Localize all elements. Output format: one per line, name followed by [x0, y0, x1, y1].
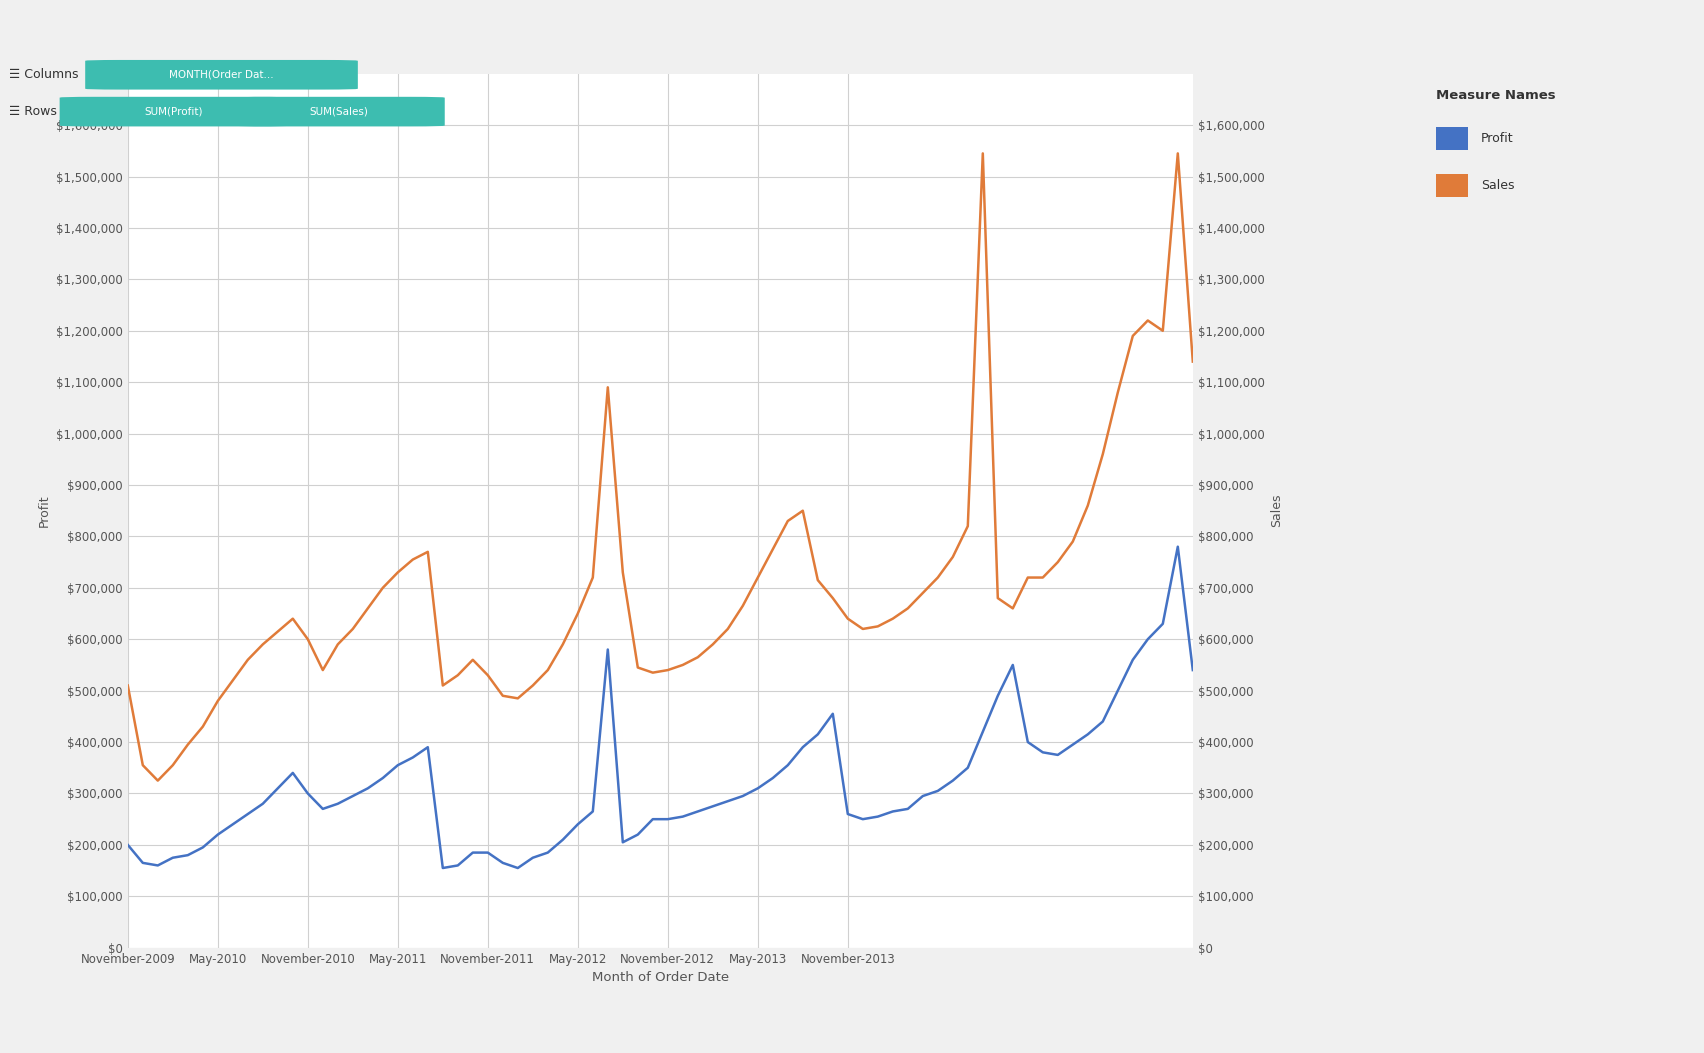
FancyBboxPatch shape — [235, 97, 445, 126]
X-axis label: Month of Order Date: Month of Order Date — [591, 971, 729, 985]
Y-axis label: Sales: Sales — [1269, 494, 1283, 528]
FancyBboxPatch shape — [85, 60, 358, 90]
Text: Profit: Profit — [1481, 132, 1513, 144]
FancyBboxPatch shape — [1436, 126, 1467, 150]
FancyBboxPatch shape — [1436, 174, 1467, 197]
Text: ☰ Rows: ☰ Rows — [9, 105, 56, 118]
Text: MONTH(Order Dat...: MONTH(Order Dat... — [169, 69, 274, 80]
Text: ☰ Columns: ☰ Columns — [9, 68, 78, 81]
Text: SUM(Profit): SUM(Profit) — [145, 106, 203, 117]
Y-axis label: Profit: Profit — [37, 495, 51, 526]
Text: Measure Names: Measure Names — [1436, 88, 1556, 102]
Text: SUM(Sales): SUM(Sales) — [310, 106, 368, 117]
FancyBboxPatch shape — [60, 97, 290, 126]
Text: Sales: Sales — [1481, 179, 1515, 192]
